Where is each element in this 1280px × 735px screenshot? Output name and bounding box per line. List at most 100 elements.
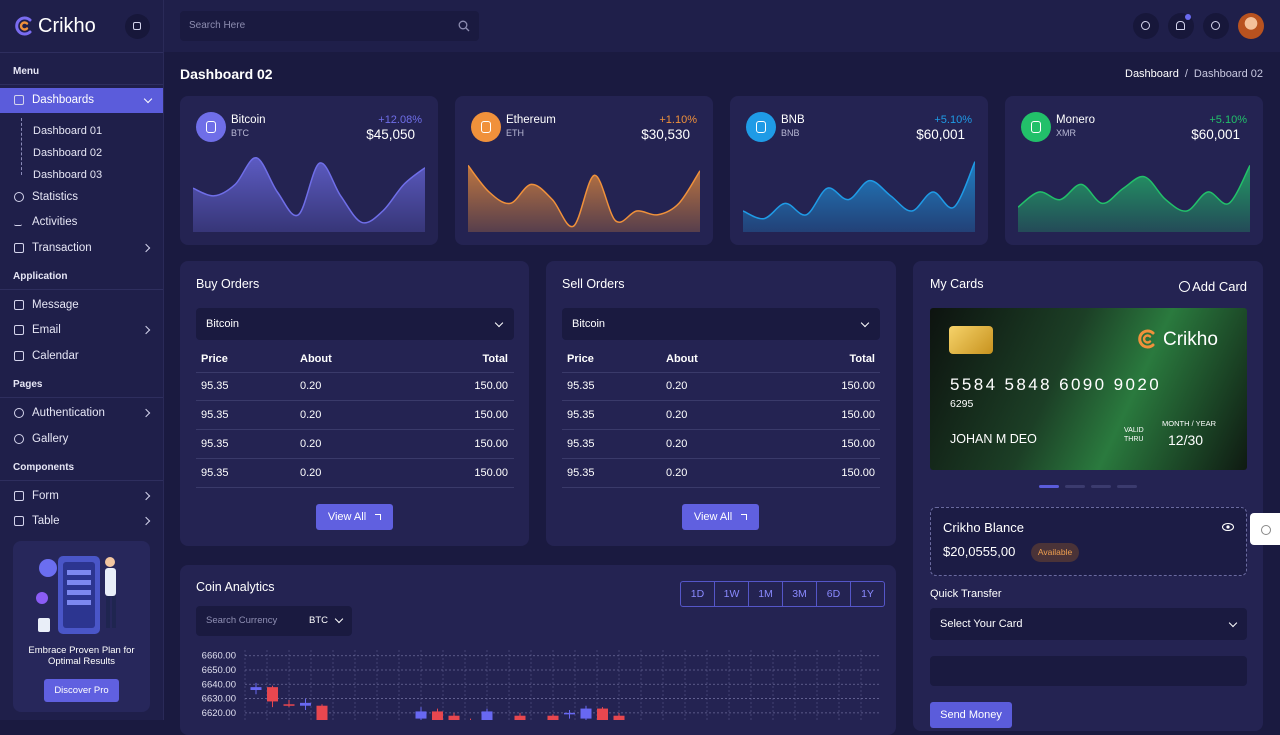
row-divider — [196, 458, 514, 459]
nav-item[interactable]: Calendar — [32, 350, 79, 362]
candle-body — [580, 708, 592, 719]
table-cell: 150.00 — [474, 467, 508, 479]
send-button[interactable]: Send Money — [930, 702, 1012, 728]
nav-item[interactable]: Dashboards — [32, 94, 95, 106]
divider — [0, 84, 163, 85]
coin-icon — [196, 112, 226, 142]
view-all-label[interactable]: View All — [327, 511, 367, 523]
table-cell: 0.20 — [300, 467, 322, 479]
amount-input[interactable] — [930, 656, 1247, 686]
nav-icon — [14, 351, 24, 361]
coin-icon-glyph — [756, 121, 766, 133]
view-all-button[interactable]: View All — [682, 504, 759, 530]
theme-button[interactable] — [1133, 13, 1159, 39]
card-brand: Crikho — [1163, 329, 1218, 350]
coin-icon-glyph — [481, 121, 491, 133]
range-button[interactable]: 6D — [816, 582, 850, 606]
card-expiry: 12/30 — [1168, 432, 1204, 448]
promo-illustration — [36, 556, 116, 634]
table-cell: 0.20 — [666, 438, 688, 450]
column-header: About — [666, 353, 698, 365]
language-button[interactable] — [1203, 13, 1229, 39]
coin-change: +12.08% — [378, 114, 422, 126]
view-all-label[interactable]: View All — [693, 511, 733, 523]
add-card-label[interactable]: Add Card — [1192, 279, 1247, 294]
nav-icon — [14, 217, 22, 226]
promo-button[interactable]: Discover Pro — [44, 679, 119, 702]
candlestick-chart: 6660.00 6650.00 6640.00 6630.00 6620.00 — [202, 650, 880, 720]
coin-name: Monero — [1056, 114, 1095, 126]
nav-item[interactable]: Activities — [32, 216, 78, 228]
carousel-dot[interactable] — [1039, 485, 1059, 488]
coin-price: $60,001 — [1191, 127, 1240, 142]
card-select-text: Select Your Card — [940, 618, 1023, 630]
currency-search-placeholder: Search Currency — [206, 615, 278, 626]
row-divider — [196, 372, 514, 373]
currency-search[interactable] — [196, 606, 352, 636]
quick-transfer-title: Quick Transfer — [930, 588, 1002, 600]
coin-card: Bitcoin BTC +12.08% $45,050 — [180, 96, 438, 245]
nav-icon — [14, 434, 24, 444]
nav-item[interactable]: Table — [32, 515, 60, 527]
coin-name: Ethereum — [506, 114, 556, 126]
nav-subitem[interactable]: Dashboard 02 — [33, 147, 103, 159]
nav-item[interactable]: Authentication — [32, 407, 105, 419]
nav-active[interactable] — [0, 88, 163, 113]
currency-code[interactable]: BTC — [309, 615, 328, 626]
sparkline — [743, 161, 975, 232]
nav-item[interactable]: Email — [32, 324, 61, 336]
brand-logo — [15, 16, 32, 36]
breadcrumb-item[interactable]: Dashboard — [1125, 68, 1179, 80]
coin-card: Monero XMR +5.10% $60,001 — [1005, 96, 1263, 245]
nav-item[interactable]: Transaction — [32, 242, 92, 254]
table-cell: 95.35 — [201, 380, 229, 392]
sparkline-area — [1018, 165, 1250, 232]
coin-symbol: BNB — [781, 128, 800, 138]
panel-title: Buy Orders — [196, 277, 260, 291]
candle-body — [514, 715, 526, 720]
range-button[interactable]: 1Y — [850, 582, 884, 606]
settings-tab[interactable] — [1250, 513, 1280, 545]
card-chip — [949, 326, 993, 354]
card-code: 6295 — [950, 398, 974, 410]
view-all-button[interactable]: View All — [316, 504, 393, 530]
nav-subitem[interactable]: Dashboard 01 — [33, 125, 103, 137]
notification-button[interactable] — [1168, 13, 1194, 39]
nav-item[interactable]: Message — [32, 299, 79, 311]
table-cell: 150.00 — [841, 409, 875, 421]
row-divider — [562, 487, 880, 488]
add-card-button[interactable]: Add Card — [1179, 280, 1247, 294]
order-select[interactable] — [196, 308, 514, 340]
range-button[interactable]: 1W — [714, 582, 748, 606]
card-select[interactable] — [930, 608, 1247, 640]
nav-subitem[interactable]: Dashboard 03 — [33, 169, 103, 181]
table-cell: 150.00 — [841, 467, 875, 479]
menu-toggle[interactable] — [125, 14, 150, 39]
search-box[interactable] — [180, 11, 479, 41]
row-divider — [562, 372, 880, 373]
avatar[interactable] — [1238, 13, 1264, 39]
nav-item[interactable]: Form — [32, 490, 59, 502]
candle-body — [316, 705, 328, 720]
carousel-dot[interactable] — [1065, 485, 1085, 488]
carousel-dot[interactable] — [1117, 485, 1137, 488]
eye-icon[interactable] — [1222, 522, 1234, 532]
range-button[interactable]: 1D — [690, 588, 705, 600]
row-divider — [196, 429, 514, 430]
panel-title: Coin Analytics — [196, 580, 275, 594]
coin-symbol: XMR — [1056, 128, 1076, 138]
balance-title: Crikho Blance — [943, 520, 1024, 535]
arrow-icon — [375, 514, 382, 520]
table-cell: 150.00 — [474, 438, 508, 450]
nav-icon — [14, 325, 24, 335]
range-button[interactable]: 1M — [748, 582, 782, 606]
nav-item[interactable]: Statistics — [32, 191, 79, 203]
card-number: 5584 5848 6090 9020 — [950, 375, 1162, 394]
order-select[interactable] — [562, 308, 880, 340]
column-header: Price — [567, 353, 594, 365]
nav-item[interactable]: Gallery — [32, 433, 69, 445]
divider — [0, 480, 163, 481]
carousel-dot[interactable] — [1091, 485, 1111, 488]
range-button[interactable]: 3M — [782, 582, 816, 606]
table-cell: 0.20 — [300, 438, 322, 450]
